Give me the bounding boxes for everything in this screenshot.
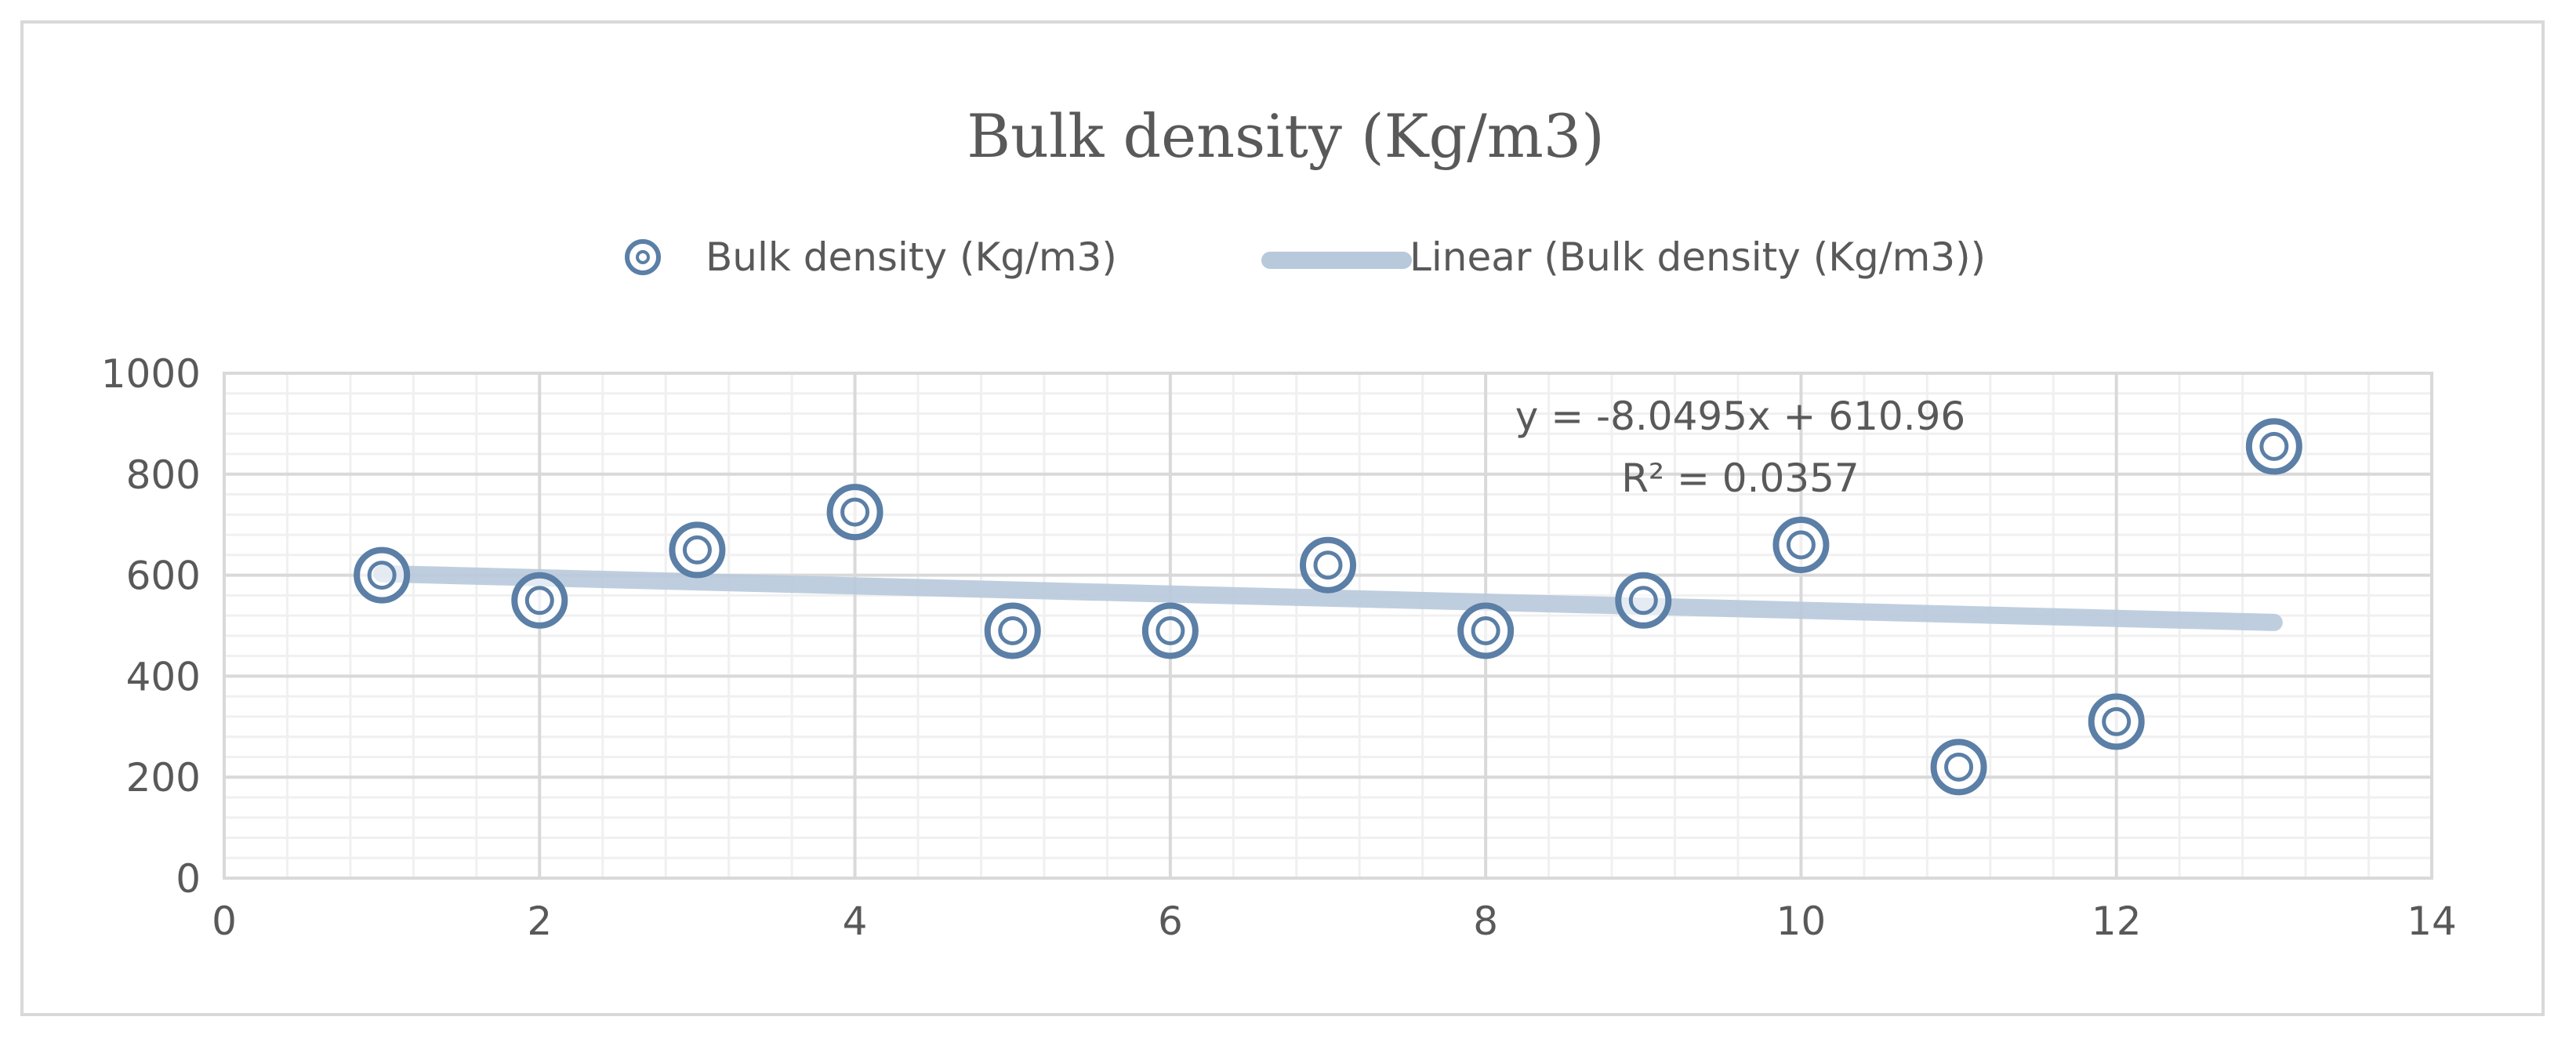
y-tick-label: 200 — [126, 755, 201, 801]
y-tick-label: 400 — [126, 654, 201, 699]
data-point-outer-ring — [1300, 536, 1356, 594]
data-points-layer — [354, 418, 2302, 796]
data-point-inner-ring — [998, 615, 1028, 645]
data-point — [1772, 516, 1830, 573]
data-point-outer-ring — [1772, 516, 1830, 573]
trendline — [373, 565, 2283, 631]
y-tick-label: 600 — [126, 554, 201, 599]
data-point-inner-ring — [1786, 530, 1816, 560]
data-point-inner-ring — [1628, 586, 1658, 615]
data-point-outer-ring — [1457, 602, 1515, 659]
legend: Bulk density (Kg/m3) Linear (Bulk densit… — [625, 234, 1986, 280]
x-tick-label: 4 — [843, 899, 868, 944]
data-point-inner-ring — [524, 586, 554, 615]
data-point — [511, 572, 568, 629]
trendline-r-squared: R² = 0.0357 — [1621, 456, 1859, 501]
x-tick-label: 8 — [1473, 899, 1498, 944]
data-point-outer-ring — [1141, 602, 1199, 659]
data-point — [1300, 536, 1356, 594]
y-tick-label: 1000 — [101, 351, 201, 397]
data-point-outer-ring — [2245, 418, 2302, 475]
x-tick-label: 6 — [1158, 899, 1183, 944]
x-axis-tick-labels: 0 2 4 6 8 10 12 14 — [212, 899, 2457, 944]
data-point-outer-ring — [1930, 739, 1987, 796]
data-point-inner-ring — [1471, 615, 1500, 645]
data-point — [826, 484, 883, 541]
y-axis-tick-labels: 0 200 400 600 800 1000 — [101, 351, 201, 902]
data-point-inner-ring — [2259, 431, 2289, 461]
data-point-inner-ring — [2102, 706, 2132, 736]
data-point-inner-ring — [1313, 550, 1343, 580]
data-point — [2245, 418, 2302, 475]
x-tick-label: 12 — [2092, 899, 2142, 944]
x-tick-label: 14 — [2407, 899, 2457, 944]
chart-frame: Bulk density (Kg/m3) Bulk density (Kg/m3… — [20, 20, 2545, 1016]
y-tick-label: 800 — [126, 452, 201, 498]
x-tick-label: 0 — [212, 899, 237, 944]
legend-label-trendline: Linear (Bulk density (Kg/m3)) — [1410, 234, 1986, 280]
y-tick-label: 0 — [176, 856, 201, 902]
chart-title: Bulk density (Kg/m3) — [967, 101, 1605, 171]
chart-svg: Bulk density (Kg/m3) Bulk density (Kg/m3… — [101, 101, 2457, 944]
data-point-inner-ring — [1944, 752, 1974, 782]
data-point-inner-ring — [1156, 615, 1185, 645]
data-point-outer-ring — [354, 546, 411, 604]
trendline-layer — [373, 565, 2283, 631]
data-point-inner-ring — [682, 535, 712, 565]
data-point-inner-ring — [367, 561, 397, 590]
data-point-outer-ring — [2088, 693, 2145, 750]
data-point-outer-ring — [1615, 572, 1672, 629]
data-point-outer-ring — [984, 602, 1041, 659]
data-point — [354, 546, 411, 604]
x-tick-label: 10 — [1776, 899, 1827, 944]
data-point — [2088, 693, 2145, 750]
data-point — [1141, 602, 1199, 659]
data-point — [984, 602, 1041, 659]
data-point-inner-ring — [840, 497, 870, 527]
data-point — [669, 521, 726, 579]
legend-label-scatter: Bulk density (Kg/m3) — [706, 234, 1117, 280]
trendline-equation: y = -8.0495x + 610.96 — [1515, 394, 1966, 439]
x-tick-label: 2 — [527, 899, 552, 944]
data-point-outer-ring — [826, 484, 883, 541]
data-point-outer-ring — [511, 572, 568, 629]
plot-area-border — [223, 372, 2433, 880]
data-point — [1930, 739, 1987, 796]
data-point — [1457, 602, 1515, 659]
data-point — [1615, 572, 1672, 629]
data-point-outer-ring — [669, 521, 726, 579]
legend-marker-scatter — [625, 239, 661, 275]
